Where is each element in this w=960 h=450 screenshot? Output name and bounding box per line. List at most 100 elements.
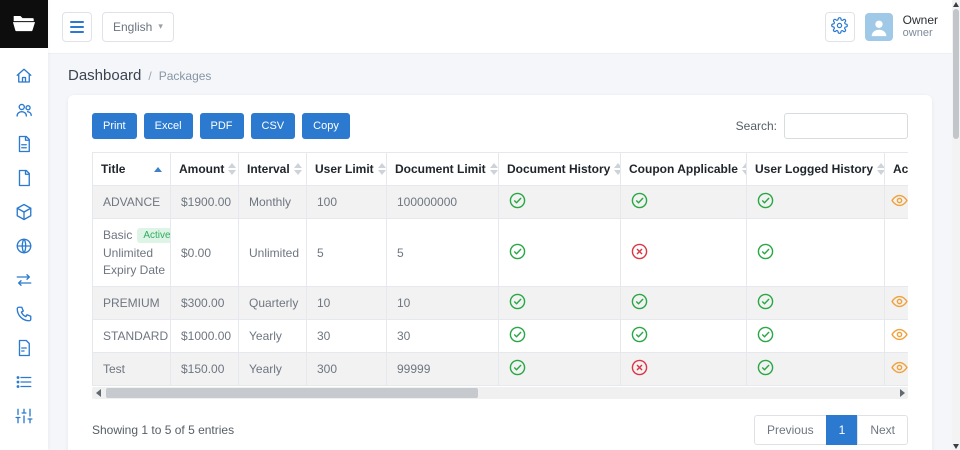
gear-icon bbox=[831, 16, 848, 37]
check-circle-icon bbox=[631, 326, 648, 343]
cell-interval: Quarterly bbox=[238, 286, 307, 320]
cell-amount: $300.00 bbox=[170, 286, 239, 320]
next-page-button[interactable]: Next bbox=[857, 415, 908, 445]
cell-title: STANDARD bbox=[92, 319, 171, 353]
column-header-document-limit[interactable]: Document Limit bbox=[386, 152, 499, 186]
print-button[interactable]: Print bbox=[92, 113, 137, 139]
app-logo[interactable] bbox=[0, 0, 48, 48]
column-header-user-limit[interactable]: User Limit bbox=[306, 152, 387, 186]
check-circle-icon bbox=[757, 326, 774, 343]
sidebar-item-plans[interactable] bbox=[9, 374, 39, 392]
home-icon bbox=[15, 67, 33, 88]
sidebar-item-reports[interactable] bbox=[9, 339, 39, 358]
view-eye-icon[interactable] bbox=[891, 326, 908, 343]
copy-button[interactable]: Copy bbox=[302, 113, 350, 139]
status-badge: Active bbox=[137, 228, 170, 243]
settings-button[interactable] bbox=[824, 11, 855, 42]
check-circle-icon bbox=[757, 359, 774, 376]
sort-icon bbox=[741, 163, 746, 175]
transfer-arrows-icon bbox=[15, 271, 33, 292]
scroll-right-arrow-icon[interactable] bbox=[896, 389, 908, 397]
scroll-down-arrow-icon[interactable] bbox=[952, 442, 960, 450]
sidebar-item-support[interactable] bbox=[9, 306, 39, 324]
scroll-left-arrow-icon[interactable] bbox=[92, 389, 104, 397]
document-icon bbox=[15, 135, 33, 156]
sidebar-item-transactions[interactable] bbox=[9, 272, 39, 290]
sidebar-item-packages[interactable] bbox=[9, 203, 39, 222]
check-circle-icon bbox=[757, 192, 774, 209]
column-header-document-history[interactable]: Document History bbox=[498, 152, 621, 186]
check-circle-icon bbox=[631, 293, 648, 310]
sidebar-item-documents[interactable] bbox=[9, 135, 39, 156]
sidebar-item-files[interactable] bbox=[9, 169, 39, 190]
vertical-scroll-thumb[interactable] bbox=[953, 9, 959, 139]
language-label: English bbox=[113, 19, 153, 34]
packages-card: Print Excel PDF CSV Copy Search: Title bbox=[68, 95, 932, 450]
hamburger-icon bbox=[70, 20, 84, 33]
x-circle-icon bbox=[631, 359, 648, 376]
cell-document-limit: 30 bbox=[386, 319, 499, 353]
list-icon bbox=[15, 373, 33, 394]
view-eye-icon[interactable] bbox=[891, 359, 908, 376]
export-buttons: Print Excel PDF CSV Copy bbox=[92, 113, 350, 139]
cell-user-limit: 5 bbox=[306, 218, 387, 287]
sort-icon bbox=[377, 163, 386, 175]
previous-page-button[interactable]: Previous bbox=[753, 415, 827, 445]
table-row: PREMIUM $300.00 Quarterly 10 10 bbox=[92, 286, 908, 320]
main-content: Dashboard / Packages Print Excel PDF CSV… bbox=[48, 54, 952, 450]
view-eye-icon[interactable] bbox=[891, 293, 908, 310]
avatar[interactable] bbox=[864, 12, 893, 41]
menu-toggle-button[interactable] bbox=[62, 11, 92, 42]
sidebar-item-settings[interactable] bbox=[9, 408, 39, 426]
sidebar bbox=[0, 0, 48, 450]
excel-button[interactable]: Excel bbox=[143, 113, 193, 139]
table-footer: Showing 1 to 5 of 5 entries Previous 1 N… bbox=[92, 415, 908, 445]
horizontal-scroll-track[interactable] bbox=[104, 387, 896, 399]
column-header-coupon-applicable[interactable]: Coupon Applicable bbox=[620, 152, 747, 186]
cell-title: Test bbox=[92, 352, 171, 386]
users-icon bbox=[15, 101, 33, 122]
column-header-user-logged-history[interactable]: User Logged History bbox=[746, 152, 885, 186]
column-header-amount[interactable]: Amount bbox=[170, 152, 239, 186]
check-circle-icon bbox=[509, 359, 526, 376]
breadcrumb-separator: / bbox=[148, 69, 152, 83]
column-header-action[interactable]: Ac bbox=[884, 152, 908, 186]
user-info[interactable]: Owner owner bbox=[903, 13, 938, 41]
scroll-up-arrow-icon[interactable] bbox=[952, 0, 960, 8]
check-circle-icon bbox=[757, 243, 774, 260]
language-dropdown[interactable]: English ▾ bbox=[102, 11, 174, 42]
cell-title: Basic Active Unlimited Expiry Date bbox=[92, 218, 171, 287]
column-header-interval[interactable]: Interval bbox=[238, 152, 307, 186]
breadcrumb-dashboard[interactable]: Dashboard bbox=[68, 67, 142, 84]
check-circle-icon bbox=[631, 192, 648, 209]
table-row: Basic Active Unlimited Expiry Date $0.00 Un… bbox=[92, 218, 908, 287]
column-header-title[interactable]: Title bbox=[92, 152, 171, 186]
page-1-button[interactable]: 1 bbox=[825, 415, 859, 445]
sort-icon bbox=[614, 163, 620, 175]
sidebar-nav bbox=[0, 48, 48, 426]
sort-icon bbox=[877, 163, 884, 175]
sidebar-item-dashboard[interactable] bbox=[9, 68, 39, 86]
pdf-button[interactable]: PDF bbox=[199, 113, 244, 139]
csv-button[interactable]: CSV bbox=[250, 113, 296, 139]
sidebar-item-web[interactable] bbox=[9, 238, 39, 256]
table-row: STANDARD $1000.00 Yearly 30 30 bbox=[92, 319, 908, 353]
horizontal-scrollbar[interactable] bbox=[92, 387, 908, 399]
table-row: ADVANCE $1900.00 Monthly 100 100000000 bbox=[92, 185, 908, 219]
horizontal-scroll-thumb[interactable] bbox=[106, 388, 479, 398]
table-search: Search: bbox=[736, 113, 908, 139]
header: English ▾ Owner owner bbox=[48, 0, 952, 54]
cell-interval: Yearly bbox=[238, 319, 307, 353]
search-input[interactable] bbox=[784, 113, 908, 139]
view-eye-icon[interactable] bbox=[891, 192, 908, 209]
cell-document-limit: 99999 bbox=[386, 352, 499, 386]
sliders-icon bbox=[15, 407, 33, 428]
sort-asc-icon bbox=[154, 166, 162, 172]
user-role: owner bbox=[902, 27, 933, 40]
file-icon bbox=[15, 169, 33, 190]
vertical-scrollbar[interactable] bbox=[952, 0, 960, 450]
cell-interval: Yearly bbox=[238, 352, 307, 386]
cell-amount: $1900.00 bbox=[170, 185, 239, 219]
packages-table: Title Amount Interval User Limit Documen… bbox=[92, 152, 908, 386]
sidebar-item-users[interactable] bbox=[9, 102, 39, 120]
